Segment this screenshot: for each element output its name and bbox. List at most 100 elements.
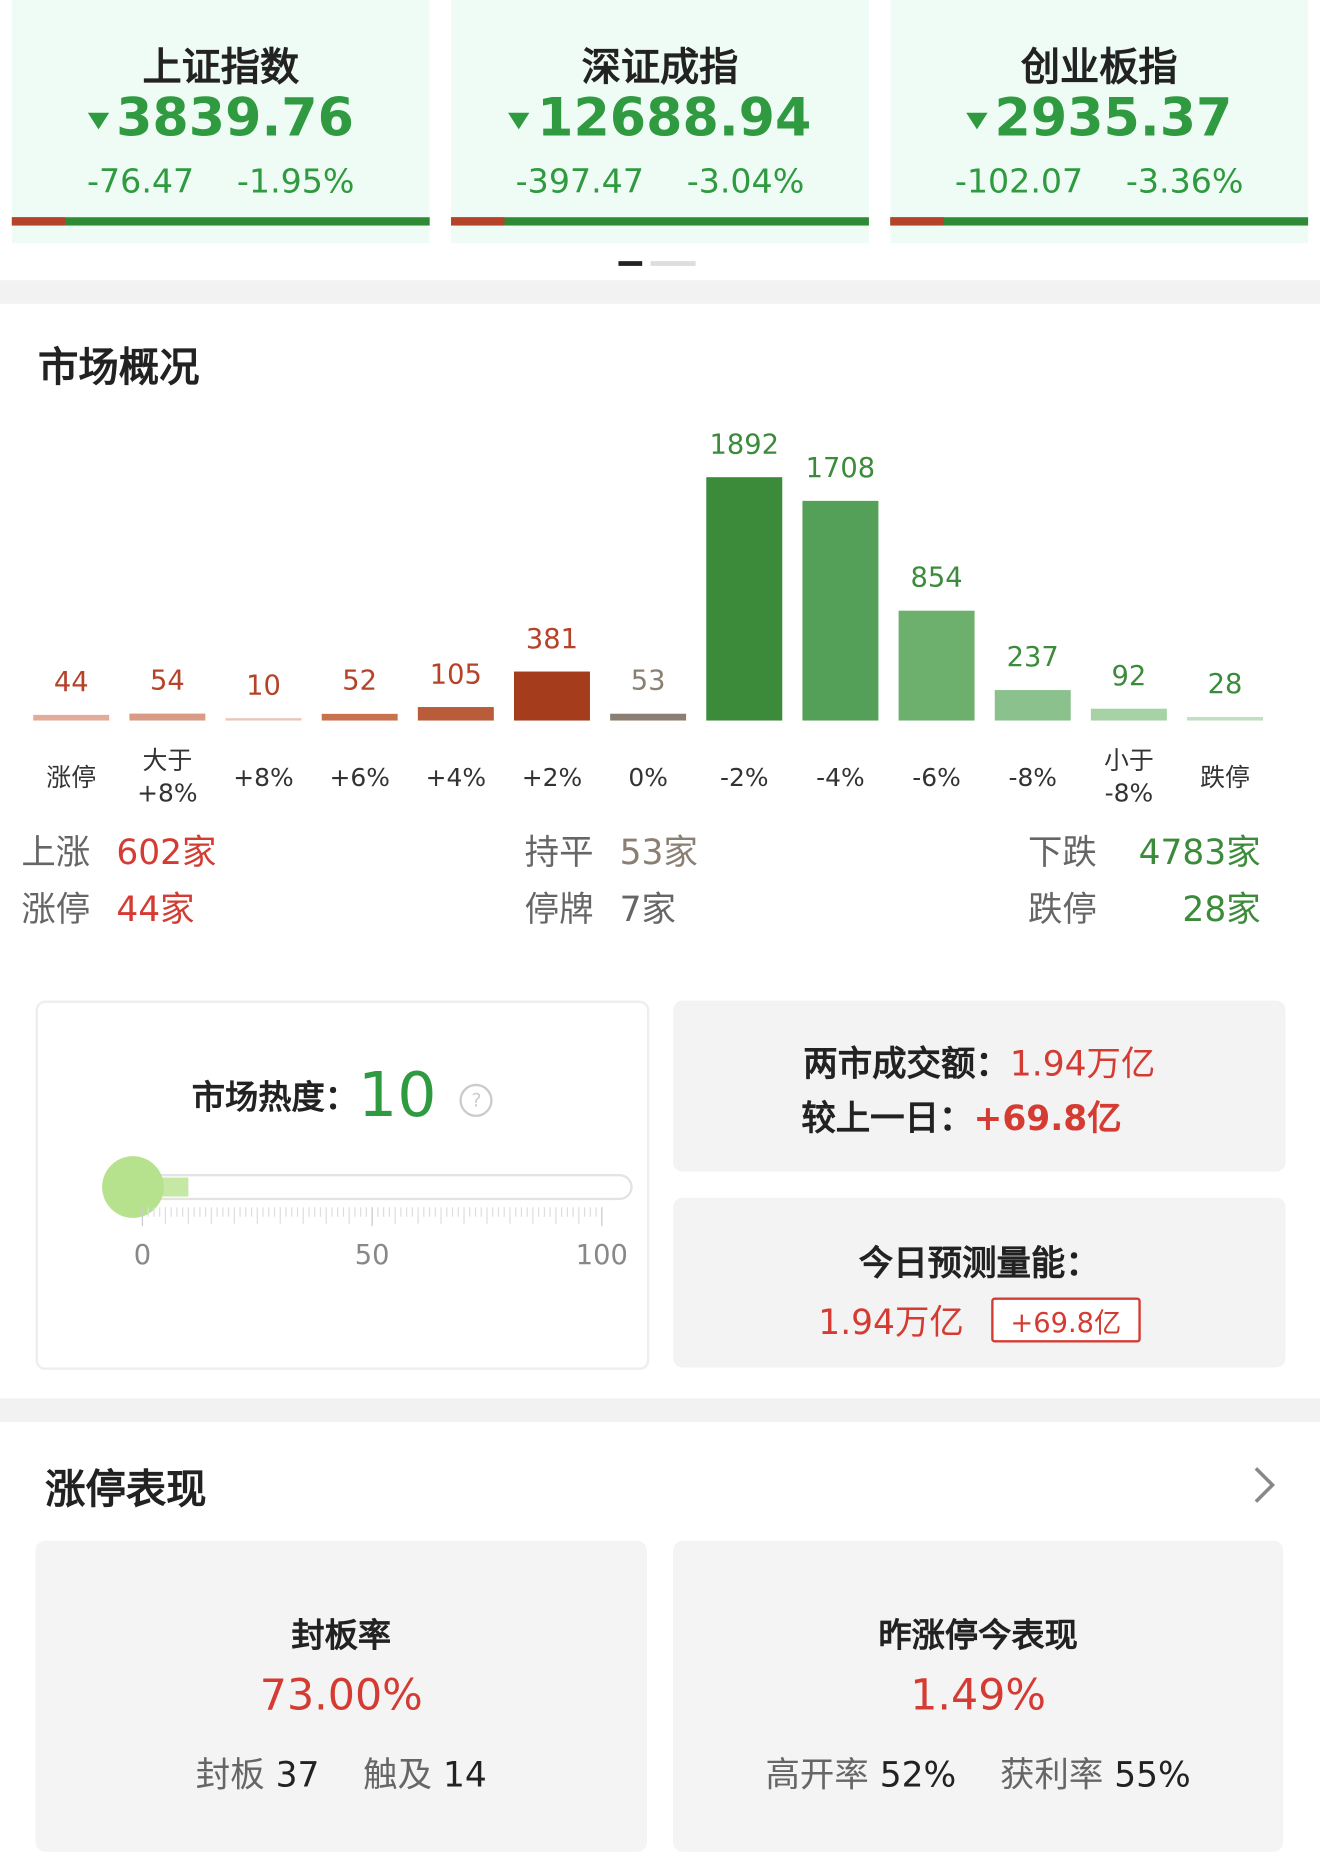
index-change: -397.47 -3.04% bbox=[451, 161, 869, 200]
stat: 持平 53家 bbox=[525, 825, 698, 875]
x-tick-label: +4% bbox=[425, 763, 487, 792]
index-name: 上证指数 bbox=[142, 43, 300, 91]
x-tick-label: 小于 -8% bbox=[1103, 746, 1154, 808]
tick-label: 50 bbox=[355, 1240, 390, 1271]
label: 获利率 bbox=[1000, 1754, 1104, 1795]
value-label: 381 bbox=[525, 624, 579, 655]
stat: 涨停 44家 bbox=[21, 882, 194, 932]
index-card: 创业板指 2935.37 -102.07 -3.36% bbox=[890, 0, 1309, 244]
index-name: 创业板指 bbox=[1020, 43, 1178, 91]
x-tick-label: +2% bbox=[521, 763, 583, 792]
bar bbox=[706, 477, 783, 721]
ratio-up bbox=[451, 217, 505, 226]
stat-label: 上涨 bbox=[21, 832, 91, 873]
value: 52% bbox=[879, 1754, 957, 1795]
forecast-diff: +69.8亿 bbox=[991, 1297, 1141, 1343]
section-title: 涨停表现 bbox=[45, 1466, 207, 1514]
value-label: 105 bbox=[429, 659, 482, 691]
stat-value: 7家 bbox=[619, 889, 676, 930]
stat: 停牌 7家 bbox=[525, 882, 676, 932]
diff-value: +69.8亿 bbox=[973, 1098, 1122, 1139]
bar bbox=[321, 713, 398, 721]
percent: -1.95% bbox=[236, 161, 355, 201]
bar bbox=[129, 713, 206, 721]
x-tick-label: -8% bbox=[1008, 763, 1058, 792]
heat-gauge: 0 50 100 bbox=[102, 1156, 633, 1271]
chart bbox=[33, 477, 1264, 721]
value: 55% bbox=[1114, 1754, 1191, 1795]
index-value: 3839.76 bbox=[12, 88, 430, 149]
x-tick-label: 0% bbox=[628, 763, 668, 792]
change: -397.47 bbox=[515, 161, 644, 201]
turnover-label: 两市成交额： bbox=[803, 1043, 1010, 1084]
help-icon[interactable]: ? bbox=[459, 1083, 494, 1118]
more-arrow[interactable] bbox=[1249, 1465, 1280, 1505]
value-label: 54 bbox=[149, 666, 185, 697]
forecast-row: 1.94万亿 +69.8亿 bbox=[673, 1295, 1286, 1345]
label: 高开率 bbox=[765, 1754, 869, 1795]
stat-label: 涨停 bbox=[21, 889, 91, 930]
stat: 上涨 602家 bbox=[21, 825, 216, 875]
value-label: 28 bbox=[1207, 669, 1243, 701]
value-label: 52 bbox=[342, 666, 378, 698]
stat-label: 持平 bbox=[524, 832, 594, 873]
x-tick-label: 涨停 bbox=[46, 763, 97, 792]
bar bbox=[1187, 716, 1264, 721]
label: 触及 bbox=[363, 1754, 433, 1795]
tick-label: 100 bbox=[576, 1240, 628, 1271]
stat-label: 停牌 bbox=[524, 889, 594, 930]
value: 37 bbox=[275, 1754, 320, 1795]
x-tick-label: 大于 +8% bbox=[137, 746, 198, 808]
index-name: 深证成指 bbox=[581, 43, 739, 91]
value-label: 44 bbox=[53, 667, 89, 699]
x-tick-label: -4% bbox=[816, 763, 865, 792]
seal-value: 73.00% bbox=[259, 1671, 423, 1721]
stat-label: 跌停 bbox=[1027, 889, 1097, 930]
bar bbox=[225, 718, 302, 721]
stat-value: 44家 bbox=[116, 889, 195, 930]
bar bbox=[1090, 708, 1167, 721]
index-card: 上证指数 3839.76 -76.47 -1.95% bbox=[11, 0, 430, 244]
x-tick-label: -2% bbox=[720, 763, 769, 792]
diff-label: 较上一日： bbox=[801, 1098, 974, 1139]
bar bbox=[802, 500, 879, 721]
value-label: 854 bbox=[910, 563, 963, 595]
stat: 下跌 4783家 bbox=[1028, 825, 1261, 875]
value-label: 10 bbox=[246, 670, 281, 702]
ratio-bar bbox=[890, 217, 1309, 226]
bar bbox=[417, 707, 494, 721]
forecast-value: 1.94万亿 bbox=[818, 1302, 964, 1343]
ratio-bar bbox=[11, 217, 430, 226]
yesterday-value: 1.49% bbox=[910, 1671, 1047, 1721]
percent: -3.36% bbox=[1125, 161, 1244, 201]
index-change: -102.07 -3.36% bbox=[890, 161, 1308, 200]
percent: -3.04% bbox=[686, 161, 805, 201]
x-tick-label: +8% bbox=[233, 763, 294, 792]
seal-card: 封板率 73.00% 封板 37 触及 14 bbox=[35, 1540, 647, 1852]
turnover-value: 1.94万亿 bbox=[1009, 1043, 1156, 1084]
x-tick-label: +6% bbox=[329, 763, 390, 792]
heat-card: 市场热度：10 ? 0 50 100 bbox=[35, 1000, 650, 1370]
separator bbox=[0, 1398, 1320, 1423]
value-label: 92 bbox=[1111, 661, 1147, 693]
stat: 跌停 28家 bbox=[1028, 882, 1261, 932]
index-value: 12688.94 bbox=[451, 88, 869, 149]
forecast-card: 今日预测量能： 1.94万亿 +69.8亿 bbox=[673, 1197, 1286, 1368]
yesterday-row: 高开率 52% 获利率 55% bbox=[673, 1747, 1283, 1797]
value-label: 1708 bbox=[805, 453, 876, 485]
turnover-card: 两市成交额：1.94万亿 较上一日：+69.8亿 bbox=[673, 1000, 1286, 1172]
bar bbox=[898, 610, 975, 721]
heat-label: 市场热度： bbox=[191, 1077, 358, 1118]
change: -76.47 bbox=[87, 161, 195, 201]
pager-dot bbox=[618, 261, 643, 266]
change: -102.07 bbox=[954, 161, 1084, 201]
forecast-label: 今日预测量能： bbox=[858, 1242, 1100, 1284]
index-change: -76.47 -1.95% bbox=[12, 161, 430, 200]
value-label: 1892 bbox=[709, 429, 780, 461]
ratio-bar bbox=[451, 217, 869, 226]
label: 封板 bbox=[195, 1754, 265, 1795]
value-label: 53 bbox=[630, 666, 666, 698]
yesterday-title: 昨涨停今表现 bbox=[878, 1615, 1078, 1655]
